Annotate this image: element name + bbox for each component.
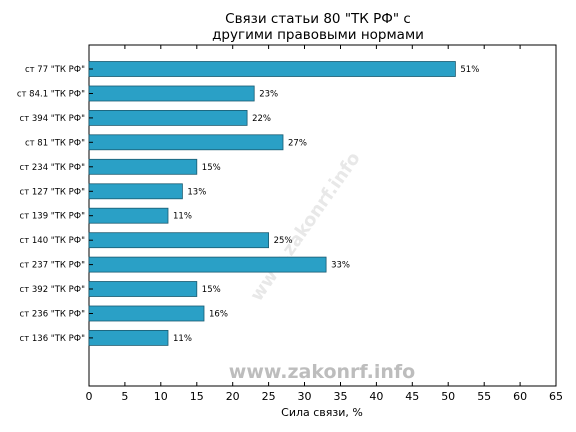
- bar: [88, 61, 456, 77]
- x-tick-label: 0: [86, 390, 93, 403]
- bar: [88, 329, 169, 346]
- x-tick-label: 25: [262, 390, 276, 403]
- category-label: ст 84.1 "ТК РФ": [17, 90, 85, 100]
- bar: [88, 232, 270, 249]
- bar: [88, 110, 248, 126]
- data-label: 11%: [173, 334, 192, 344]
- bar: [88, 183, 183, 200]
- bar: [88, 158, 198, 175]
- category-label: ст 136 "ТК РФ": [20, 334, 86, 344]
- watermark: www.zakonrf.info: [229, 361, 415, 383]
- chart-title: Связи статьи 80 "ТК РФ" с другими правов…: [212, 11, 424, 43]
- bar: [88, 134, 284, 151]
- x-tick-label: 20: [226, 390, 240, 403]
- data-label: 33%: [331, 261, 350, 271]
- x-tick-label: 45: [405, 390, 419, 403]
- chart-title-line-1: Связи статьи 80 "ТК РФ" с: [225, 11, 411, 27]
- x-tick-label: 50: [441, 390, 455, 403]
- category-label: ст 234 "ТК РФ": [20, 163, 86, 173]
- data-label: 23%: [259, 90, 278, 100]
- bars: [88, 61, 456, 346]
- category-label: ст 139 "ТК РФ": [20, 212, 86, 222]
- bar: [88, 256, 327, 273]
- category-labels: ст 77 "ТК РФ" ст 84.1 "ТК РФ" ст 394 "ТК Р…: [17, 65, 85, 344]
- category-label: ст 77 "ТК РФ": [25, 65, 85, 75]
- category-label: ст 236 "ТК РФ": [20, 310, 86, 320]
- data-label: 27%: [288, 138, 307, 148]
- data-label: 15%: [202, 285, 221, 295]
- x-tick-label: 15: [190, 390, 204, 403]
- x-tick-label: 5: [121, 390, 128, 403]
- category-label: ст 237 "ТК РФ": [20, 261, 86, 271]
- bar: [88, 85, 255, 102]
- x-tick-label: 10: [154, 390, 168, 403]
- data-label: 16%: [209, 310, 228, 320]
- x-tick-label: 30: [298, 390, 312, 403]
- data-label: 15%: [202, 163, 221, 173]
- category-label: ст 394 "ТК РФ": [20, 114, 86, 124]
- bar: [88, 281, 198, 297]
- data-label: 25%: [274, 236, 293, 246]
- diagonal-watermark: www.zakonrf.info: [246, 148, 365, 305]
- x-axis-ticks: [88, 45, 557, 386]
- x-tick-label: 35: [334, 390, 348, 403]
- data-label: 13%: [187, 187, 206, 197]
- category-label: ст 140 "ТК РФ": [20, 236, 86, 246]
- bar: [88, 207, 169, 224]
- category-label: ст 392 "ТК РФ": [20, 285, 86, 295]
- x-tick-label: 60: [513, 390, 527, 403]
- data-label: 11%: [173, 212, 192, 222]
- x-tick-label: 40: [369, 390, 383, 403]
- data-label: 22%: [252, 114, 271, 124]
- category-label: ст 81 "ТК РФ": [25, 138, 85, 148]
- data-labels: 51% 23% 22% 27% 15% 13% 11% 25% 33% 15% 16% 11%: [173, 65, 479, 344]
- x-tick-label: 55: [477, 390, 491, 403]
- category-label: ст 127 "ТК РФ": [20, 187, 86, 197]
- x-tick-label: 65: [549, 390, 563, 403]
- chart-title-line-2: другими правовыми нормами: [212, 27, 424, 43]
- x-axis-label: Сила связи, %: [281, 406, 363, 419]
- data-label: 51%: [460, 65, 479, 75]
- bar: [88, 305, 205, 322]
- x-axis-tick-labels: 0 5 10 15 20 25 30 35 40 45 50 55 60 65: [86, 390, 564, 403]
